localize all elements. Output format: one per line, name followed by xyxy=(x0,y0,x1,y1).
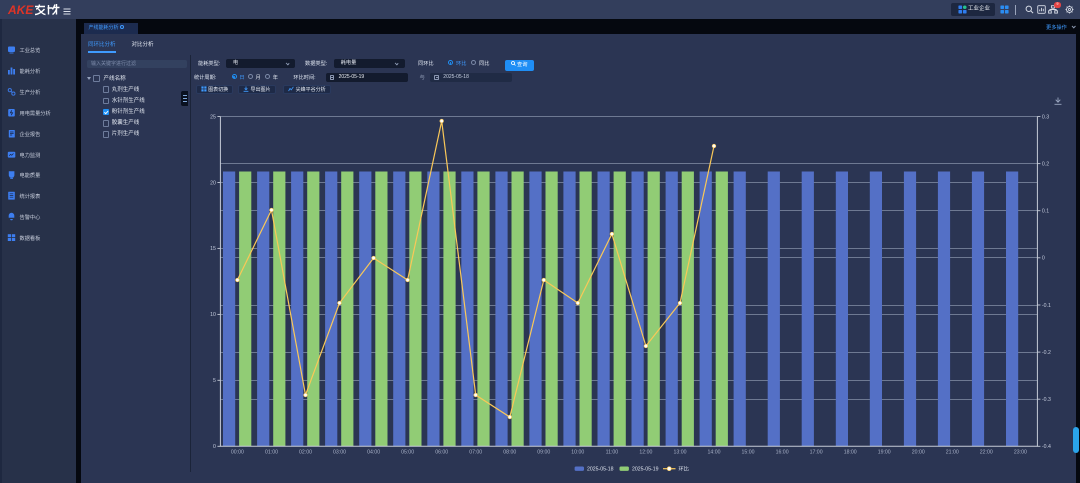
svg-text:03:00: 03:00 xyxy=(333,449,346,455)
svg-text:15:00: 15:00 xyxy=(742,449,755,455)
svg-text:环比: 环比 xyxy=(679,465,689,473)
svg-text:17:00: 17:00 xyxy=(810,449,823,455)
svg-text:-0.4: -0.4 xyxy=(1042,444,1051,450)
svg-text:20: 20 xyxy=(210,180,216,186)
svg-text:06:00: 06:00 xyxy=(435,449,448,455)
svg-text:0.1: 0.1 xyxy=(1042,209,1049,215)
svg-text:-0.2: -0.2 xyxy=(1042,350,1051,356)
svg-text:0.2: 0.2 xyxy=(1042,161,1049,167)
svg-text:07:00: 07:00 xyxy=(469,449,482,455)
svg-text:0: 0 xyxy=(1042,256,1045,262)
svg-text:-0.3: -0.3 xyxy=(1042,397,1051,403)
svg-text:-0.1: -0.1 xyxy=(1042,303,1051,309)
svg-text:2025-05-18: 2025-05-18 xyxy=(587,467,614,473)
svg-text:04:00: 04:00 xyxy=(367,449,380,455)
svg-text:5: 5 xyxy=(213,378,216,384)
svg-text:21:00: 21:00 xyxy=(946,449,959,455)
svg-text:2025-05-19: 2025-05-19 xyxy=(632,467,659,473)
svg-text:00:00: 00:00 xyxy=(231,449,244,455)
svg-text:0.3: 0.3 xyxy=(1042,114,1049,120)
svg-text:09:00: 09:00 xyxy=(537,449,550,455)
svg-text:15: 15 xyxy=(210,246,216,252)
svg-text:0: 0 xyxy=(213,444,216,450)
svg-text:02:00: 02:00 xyxy=(299,449,312,455)
svg-text:23:00: 23:00 xyxy=(1014,449,1027,455)
svg-text:11:00: 11:00 xyxy=(606,449,619,455)
svg-text:12:00: 12:00 xyxy=(639,449,652,455)
svg-text:08:00: 08:00 xyxy=(503,449,516,455)
svg-text:20:00: 20:00 xyxy=(912,449,925,455)
svg-text:16:00: 16:00 xyxy=(776,449,789,455)
svg-text:10: 10 xyxy=(210,312,216,318)
svg-text:13:00: 13:00 xyxy=(674,449,687,455)
svg-text:01:00: 01:00 xyxy=(265,449,278,455)
svg-text:10:00: 10:00 xyxy=(571,449,584,455)
svg-text:05:00: 05:00 xyxy=(401,449,414,455)
svg-text:14:00: 14:00 xyxy=(708,449,721,455)
svg-text:22:00: 22:00 xyxy=(980,449,993,455)
svg-text:18:00: 18:00 xyxy=(844,449,857,455)
svg-text:25: 25 xyxy=(210,114,216,120)
svg-text:19:00: 19:00 xyxy=(878,449,891,455)
